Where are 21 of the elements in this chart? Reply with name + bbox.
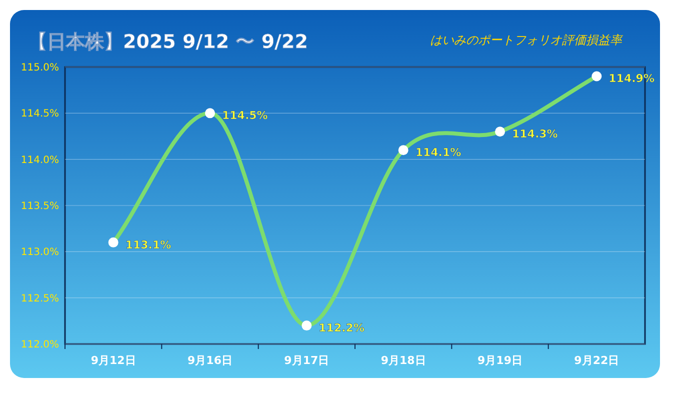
- y-tick-label: 114.0%: [20, 154, 59, 166]
- y-tick-label: 115.0%: [20, 62, 59, 74]
- y-tick-label: 113.0%: [20, 247, 59, 258]
- x-tick-label: 9月12日: [90, 354, 136, 367]
- x-tick-label: 9月18日: [380, 354, 426, 367]
- text: 114.1%: [415, 146, 462, 160]
- text: 112.2%: [318, 322, 364, 335]
- x-tick-label: 9月16日: [188, 354, 232, 367]
- text: 114.5%: [222, 109, 268, 122]
- x-tick-label: 9月19日: [478, 354, 522, 367]
- x-tick-label: 9月22日: [574, 354, 620, 367]
- text: 114.3%: [512, 128, 558, 141]
- y-tick-label: 114.5%: [20, 108, 59, 120]
- chart-subtitle: はいみのポートフォリオ評価損益率: [430, 33, 624, 47]
- chart-title: 【日本株】2025 9/12 〜 9/22: [28, 31, 308, 53]
- x-tick-label: 9月17日: [284, 354, 330, 367]
- text: 114.9%: [608, 72, 654, 86]
- y-tick-label: 112.0%: [20, 340, 59, 350]
- text: 113.1%: [125, 238, 172, 252]
- y-tick-label: 112.5%: [20, 293, 59, 304]
- y-tick-label: 113.5%: [20, 201, 59, 212]
